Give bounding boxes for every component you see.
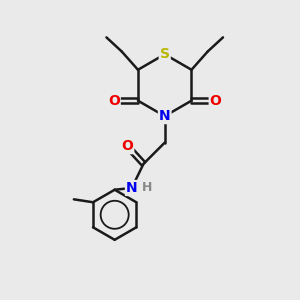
Text: O: O (108, 94, 120, 108)
Text: S: S (160, 47, 170, 61)
Text: N: N (126, 181, 138, 195)
Text: O: O (210, 94, 222, 108)
Text: O: O (122, 139, 133, 153)
Text: H: H (142, 182, 152, 194)
Text: N: N (159, 109, 170, 123)
